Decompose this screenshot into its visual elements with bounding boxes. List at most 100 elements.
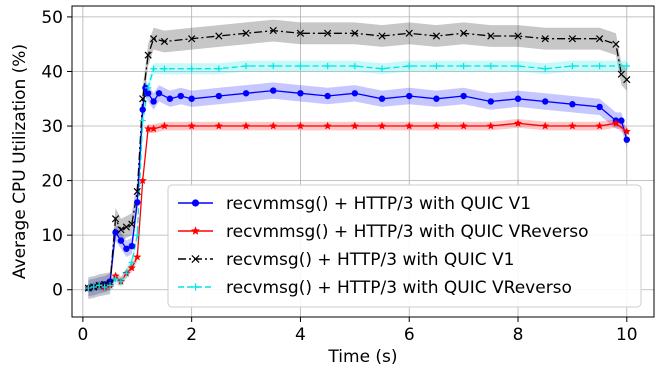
data-point bbox=[134, 199, 141, 206]
data-point bbox=[160, 121, 169, 130]
data-point bbox=[166, 95, 174, 102]
data-point bbox=[569, 101, 576, 108]
data-point bbox=[139, 95, 147, 103]
data-point bbox=[514, 119, 522, 127]
data-point bbox=[242, 90, 250, 97]
data-point bbox=[139, 106, 146, 113]
series-markers-3 bbox=[85, 62, 631, 292]
data-point bbox=[433, 62, 440, 70]
x-tick-label: 8 bbox=[513, 325, 524, 345]
data-point bbox=[596, 103, 603, 111]
y-axis-ticks: 0 10 20 30 40 50 bbox=[41, 8, 72, 301]
data-point bbox=[595, 121, 604, 130]
data-point bbox=[568, 35, 577, 43]
data-point bbox=[138, 176, 147, 184]
data-point bbox=[618, 117, 625, 124]
data-point bbox=[144, 124, 153, 133]
x-tick-label: 4 bbox=[295, 325, 306, 345]
y-tick-label: 20 bbox=[41, 172, 63, 192]
series-markers bbox=[84, 26, 631, 292]
data-point bbox=[433, 95, 440, 102]
data-point bbox=[144, 51, 152, 59]
data-point bbox=[122, 223, 131, 231]
data-point bbox=[144, 84, 152, 92]
legend-box bbox=[167, 184, 642, 308]
data-point bbox=[542, 98, 549, 105]
data-point bbox=[432, 32, 441, 40]
data-point bbox=[623, 136, 631, 143]
data-point bbox=[351, 90, 359, 97]
data-point bbox=[139, 117, 146, 124]
data-point bbox=[95, 282, 103, 289]
x-tick-label: 10 bbox=[616, 325, 638, 345]
data-point bbox=[569, 62, 576, 70]
data-point bbox=[612, 40, 620, 48]
data-point bbox=[161, 65, 168, 72]
data-point bbox=[133, 187, 141, 196]
data-point bbox=[378, 121, 386, 130]
data-point bbox=[128, 242, 136, 250]
data-point bbox=[541, 35, 549, 43]
y-tick-label: 50 bbox=[41, 8, 63, 28]
data-point bbox=[350, 121, 359, 130]
legend-label-1: recvmmsg() + HTTP/3 with QUIC VReverso bbox=[226, 222, 589, 242]
data-point bbox=[177, 92, 184, 100]
data-point bbox=[486, 121, 495, 130]
legend-marker-3 bbox=[191, 283, 200, 291]
data-point bbox=[127, 263, 136, 272]
data-point bbox=[297, 90, 304, 97]
data-point bbox=[324, 29, 332, 37]
data-point bbox=[215, 92, 223, 100]
data-point bbox=[112, 229, 119, 236]
data-point bbox=[542, 65, 549, 72]
data-point bbox=[596, 62, 603, 70]
data-point bbox=[541, 121, 550, 130]
data-point bbox=[242, 62, 250, 70]
data-point bbox=[117, 278, 125, 285]
data-point bbox=[487, 32, 495, 40]
y-tick-label: 10 bbox=[41, 226, 63, 246]
data-point bbox=[406, 92, 413, 100]
data-point bbox=[101, 283, 108, 291]
data-point bbox=[111, 215, 120, 223]
data-point bbox=[296, 29, 305, 37]
data-point bbox=[215, 65, 223, 72]
data-point bbox=[611, 119, 620, 127]
data-point bbox=[378, 65, 386, 72]
legend-label-2: recvmsg() + HTTP/3 with QUIC V1 bbox=[226, 250, 515, 270]
data-point bbox=[214, 121, 223, 130]
data-point bbox=[269, 26, 277, 35]
data-point bbox=[128, 220, 136, 228]
data-point bbox=[270, 87, 277, 94]
data-point bbox=[296, 121, 305, 130]
y-tick-label: 40 bbox=[41, 62, 63, 82]
legend-marker-1 bbox=[191, 226, 200, 235]
data-point bbox=[405, 121, 414, 130]
data-point bbox=[117, 237, 125, 244]
data-point bbox=[123, 245, 130, 252]
data-point bbox=[460, 62, 467, 70]
data-point bbox=[460, 92, 467, 100]
data-point bbox=[432, 121, 441, 130]
data-point bbox=[188, 65, 195, 72]
legend-label-0: recvmmsg() + HTTP/3 with QUIC V1 bbox=[226, 194, 531, 214]
y-axis-label: Average CPU Utilization (%) bbox=[10, 44, 30, 279]
data-point bbox=[149, 35, 158, 43]
data-point bbox=[323, 121, 332, 130]
data-point bbox=[351, 62, 359, 70]
data-point bbox=[459, 121, 468, 130]
data-point bbox=[187, 121, 196, 130]
series-band-2 bbox=[88, 19, 627, 299]
data-point bbox=[112, 275, 119, 283]
data-point bbox=[378, 32, 386, 40]
x-tick-label: 6 bbox=[404, 325, 415, 345]
data-point bbox=[568, 121, 577, 130]
x-tick-label: 0 bbox=[77, 325, 88, 345]
data-point bbox=[514, 32, 522, 40]
data-point bbox=[85, 284, 92, 292]
data-point bbox=[622, 127, 631, 135]
data-point bbox=[460, 29, 468, 37]
data-point bbox=[106, 282, 114, 289]
legend-marker-2 bbox=[191, 254, 200, 264]
